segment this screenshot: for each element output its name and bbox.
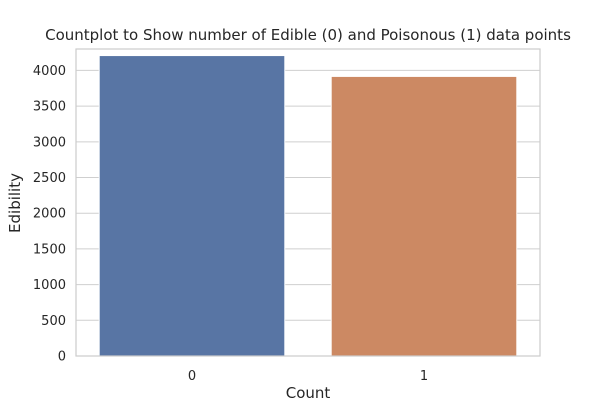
y-tick-label: 0 — [58, 350, 66, 365]
y-tick-label: 3500 — [33, 100, 66, 115]
y-tick-label: 3000 — [33, 135, 66, 150]
y-tick-label: 4000 — [33, 64, 66, 79]
bar-category-1 — [330, 75, 518, 357]
x-tick-label: 0 — [188, 369, 196, 384]
y-axis-label: Edibility — [6, 173, 24, 233]
bar-category-0 — [98, 55, 286, 357]
y-tick-label: 2500 — [33, 171, 66, 186]
y-tick-label: 1500 — [33, 242, 66, 257]
y-tick-label: 500 — [41, 314, 66, 329]
y-tick-label: 1000 — [33, 278, 66, 293]
plot-frame — [75, 48, 541, 357]
x-tick-label: 1 — [420, 369, 428, 384]
chart-title: Countplot to Show number of Edible (0) a… — [45, 26, 571, 44]
x-axis-label: Count — [286, 384, 331, 400]
y-tick-labels: 0 500 1000 1500 2000 2500 3000 3500 4000 — [33, 64, 66, 365]
y-tick-label: 2000 — [33, 207, 66, 222]
bars — [98, 55, 518, 357]
